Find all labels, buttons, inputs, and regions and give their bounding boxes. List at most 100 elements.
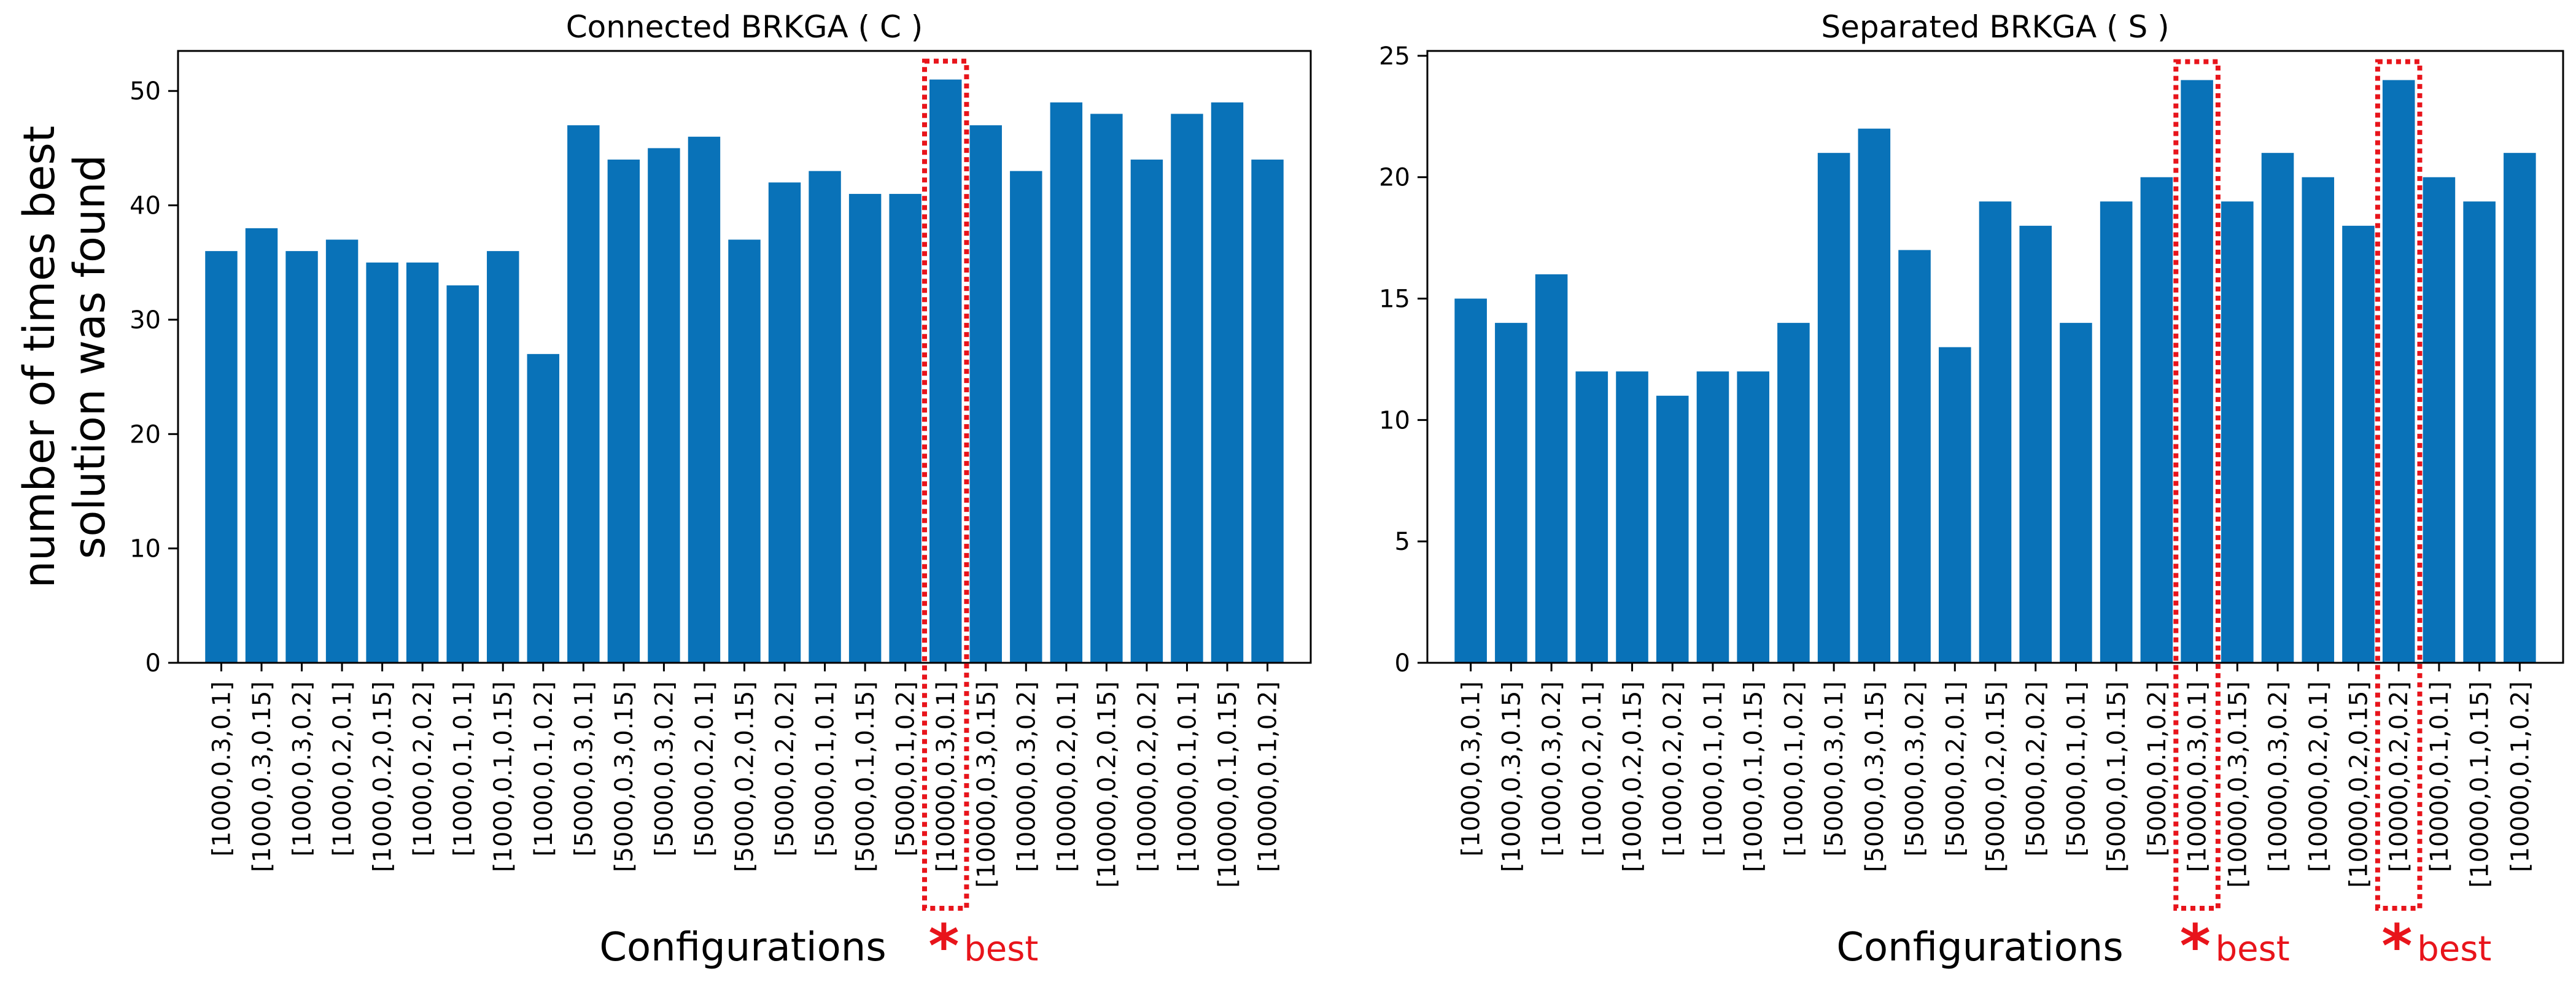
connected-x-tick-label: [1000,0.1,0.2] — [530, 681, 558, 857]
connected-x-tick-label: [5000,0.1,0.15] — [852, 681, 880, 872]
connected-bar — [648, 148, 680, 663]
connected-bar — [607, 160, 640, 663]
separated-bar — [2060, 323, 2092, 663]
separated-y-tick-label: 15 — [1379, 285, 1410, 314]
connected-y-tick-label: 30 — [130, 306, 161, 334]
connected-x-tick-label: [10000,0.1,0.2] — [1254, 681, 1282, 872]
separated-bar — [2019, 225, 2052, 663]
separated-bar — [1696, 371, 1729, 663]
separated-y-tick-label: 20 — [1379, 164, 1410, 192]
separated-x-tick-label: [1000,0.2,0.15] — [1619, 681, 1647, 872]
separated-x-tick-label: [10000,0.1,0.2] — [2506, 681, 2534, 872]
separated-x-tick-label: [5000,0.3,0.2] — [1901, 681, 1930, 857]
connected-x-tick-label: [1000,0.1,0.1] — [449, 681, 478, 857]
connected-x-tick-label: [1000,0.2,0.15] — [369, 681, 397, 872]
separated-x-tick-label: [1000,0.1,0.1] — [1699, 681, 1728, 857]
separated-bar — [2100, 201, 2133, 663]
separated-bar — [2423, 177, 2456, 663]
connected-x-tick-label: [10000,0.1,0.15] — [1214, 681, 1242, 888]
separated-y-tick-label: 0 — [1395, 649, 1410, 678]
connected-bar — [848, 193, 882, 663]
separated-bar — [1737, 371, 1769, 663]
connected-bar — [1050, 102, 1083, 663]
connected-best-star: * — [928, 912, 959, 981]
separated-x-tick-label: [1000,0.3,0.15] — [1497, 681, 1526, 872]
separated-x-tick-label: [5000,0.1,0.1] — [2062, 681, 2090, 857]
separated-bar — [1454, 298, 1487, 663]
separated-x-tick-label: [1000,0.2,0.2] — [1659, 681, 1687, 857]
separated-x-tick-label: [1000,0.1,0.15] — [1740, 681, 1768, 872]
connected-bar — [285, 251, 318, 663]
separated-x-tick-label: [10000,0.1,0.1] — [2426, 681, 2454, 872]
connected-y-tick-label: 20 — [130, 420, 161, 449]
separated-bar — [2221, 201, 2254, 663]
separated-bar — [2261, 153, 2294, 663]
separated-x-tick-label: [10000,0.2,0.15] — [2345, 681, 2373, 888]
separated-bar — [1777, 323, 1810, 663]
connected-bar — [406, 262, 439, 663]
connected-bar — [728, 239, 761, 663]
connected-x-tick-label: [5000,0.3,0.1] — [570, 681, 598, 857]
separated-x-tick-label: [1000,0.1,0.2] — [1780, 681, 1808, 857]
separated-bar — [1616, 371, 1648, 663]
separated-x-tick-label: [10000,0.2,0.2] — [2385, 681, 2413, 872]
separated-bar — [2342, 225, 2375, 663]
connected-chart-title: Connected BRKGA ( C ) — [566, 9, 923, 45]
connected-x-tick-label: [5000,0.2,0.1] — [691, 681, 719, 857]
separated-chart-title: Separated BRKGA ( S ) — [1821, 9, 2169, 45]
connected-bar — [325, 239, 359, 663]
separated-x-tick-label: [5000,0.3,0.1] — [1820, 681, 1849, 857]
separated-x-tick-label: [10000,0.3,0.15] — [2224, 681, 2252, 888]
separated-x-tick-label: [1000,0.3,0.1] — [1457, 681, 1486, 857]
connected-bar — [205, 251, 238, 663]
connected-bar — [567, 125, 600, 663]
separated-x-axis-label: Configurations — [1836, 925, 2123, 970]
separated-bar — [1656, 395, 1689, 663]
separated-x-tick-label: [5000,0.2,0.15] — [1982, 681, 2010, 872]
connected-bar — [969, 125, 1002, 663]
connected-bar — [1130, 160, 1163, 663]
connected-y-axis-label: number of times best — [14, 126, 64, 588]
connected-bar — [1171, 114, 1203, 663]
connected-x-tick-label: [5000,0.1,0.2] — [892, 681, 920, 857]
connected-x-tick-label: [10000,0.3,0.1] — [932, 681, 960, 872]
separated-bar — [1858, 128, 1891, 663]
connected-bar — [446, 285, 479, 663]
connected-x-axis-label: Configurations — [599, 925, 886, 970]
separated-bar — [2140, 177, 2173, 663]
connected-bar — [929, 79, 962, 663]
connected-bar — [245, 228, 278, 663]
separated-x-tick-label: [10000,0.3,0.1] — [2184, 681, 2212, 872]
connected-x-tick-label: [5000,0.2,0.15] — [731, 681, 759, 872]
separated-x-tick-label: [5000,0.3,0.15] — [1861, 681, 1889, 872]
connected-bar — [1090, 114, 1123, 663]
separated-bar — [2504, 153, 2536, 663]
separated-x-tick-label: [10000,0.1,0.15] — [2466, 681, 2494, 888]
separated-best-star: * — [2180, 912, 2211, 981]
connected-best-highlight-box — [921, 58, 969, 911]
connected-x-tick-label: [5000,0.2,0.2] — [771, 681, 799, 857]
separated-best-label: best — [2417, 929, 2491, 969]
separated-x-tick-label: [5000,0.1,0.2] — [2143, 681, 2171, 857]
connected-x-tick-label: [1000,0.3,0.2] — [289, 681, 317, 857]
separated-bar — [1938, 347, 1971, 663]
connected-x-tick-label: [1000,0.1,0.15] — [489, 681, 518, 872]
connected-x-tick-label: [10000,0.2,0.1] — [1053, 681, 1081, 872]
connected-bar — [1251, 160, 1284, 663]
separated-y-tick-label: 10 — [1379, 406, 1410, 435]
separated-bar — [1495, 323, 1527, 663]
separated-y-tick-label: 25 — [1379, 42, 1410, 71]
connected-x-tick-label: [5000,0.3,0.2] — [650, 681, 678, 857]
connected-bar — [487, 251, 519, 663]
connected-x-tick-label: [5000,0.1,0.1] — [812, 681, 840, 857]
connected-x-tick-label: [1000,0.3,0.1] — [208, 681, 236, 857]
connected-bar — [889, 193, 921, 663]
separated-best-star: * — [2381, 912, 2412, 981]
connected-bar — [809, 171, 841, 663]
separated-x-tick-label: [5000,0.2,0.2] — [2022, 681, 2050, 857]
connected-bar — [366, 262, 398, 663]
separated-best-label: best — [2216, 929, 2290, 969]
connected-x-tick-label: [10000,0.2,0.2] — [1133, 681, 1162, 872]
connected-x-tick-label: [1000,0.2,0.2] — [409, 681, 437, 857]
connected-best-label: best — [964, 929, 1038, 969]
